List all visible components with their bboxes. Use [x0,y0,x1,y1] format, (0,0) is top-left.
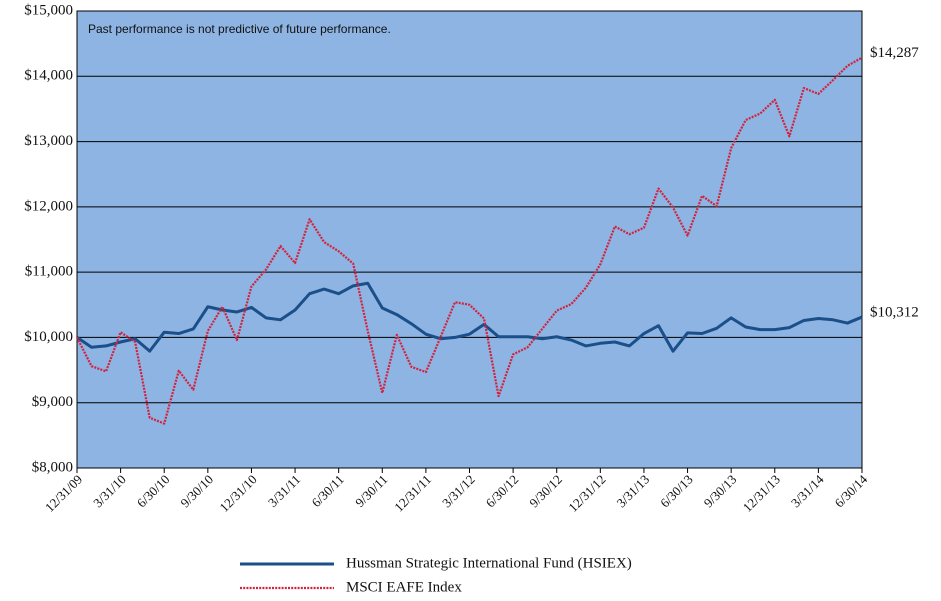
y-tick-label: $12,000 [24,198,73,214]
x-tick-label: 12/31/11 [391,472,434,515]
y-tick-label: $15,000 [24,2,73,18]
annotation: Past performance is not predictive of fu… [88,22,391,36]
plot-area [77,11,862,468]
x-tick-label: 9/30/10 [177,472,216,511]
x-tick-label: 6/30/11 [309,472,347,510]
x-tick-label: 9/30/13 [701,472,740,511]
end-label: $10,312 [870,304,919,320]
legend-label: MSCI EAFE Index [346,579,462,595]
series-line [76,56,863,425]
y-tick-label: $8,000 [32,459,73,475]
x-tick-label: 9/30/11 [352,472,390,510]
y-tick-label: $11,000 [25,264,73,280]
series-line [76,281,863,353]
x-tick-label: 3/31/12 [439,472,478,511]
x-tick-label: 6/30/14 [832,471,871,510]
x-tick-label: 3/31/13 [613,472,652,511]
y-tick-label: $10,000 [24,329,73,345]
x-tick-label: 3/31/11 [265,472,303,510]
x-tick-label: 3/31/10 [90,472,129,511]
legend-label: Hussman Strategic International Fund (HS… [346,555,632,571]
y-tick-label: $9,000 [32,394,73,410]
y-tick-label: $13,000 [24,133,73,149]
y-tick-label: $14,000 [24,68,73,84]
x-tick-label: 12/31/12 [565,472,608,515]
x-tick-label: 12/31/13 [740,472,783,515]
x-tick-label: 9/30/12 [526,472,565,511]
x-tick-label: 12/31/09 [42,472,85,515]
end-label: $14,287 [870,45,919,61]
x-tick-label: 12/31/10 [216,472,259,515]
x-tick-label: 3/31/14 [788,471,827,510]
x-tick-label: 6/30/10 [134,472,173,511]
x-tick-label: 6/30/12 [483,472,522,511]
x-tick-label: 6/30/13 [657,472,696,511]
